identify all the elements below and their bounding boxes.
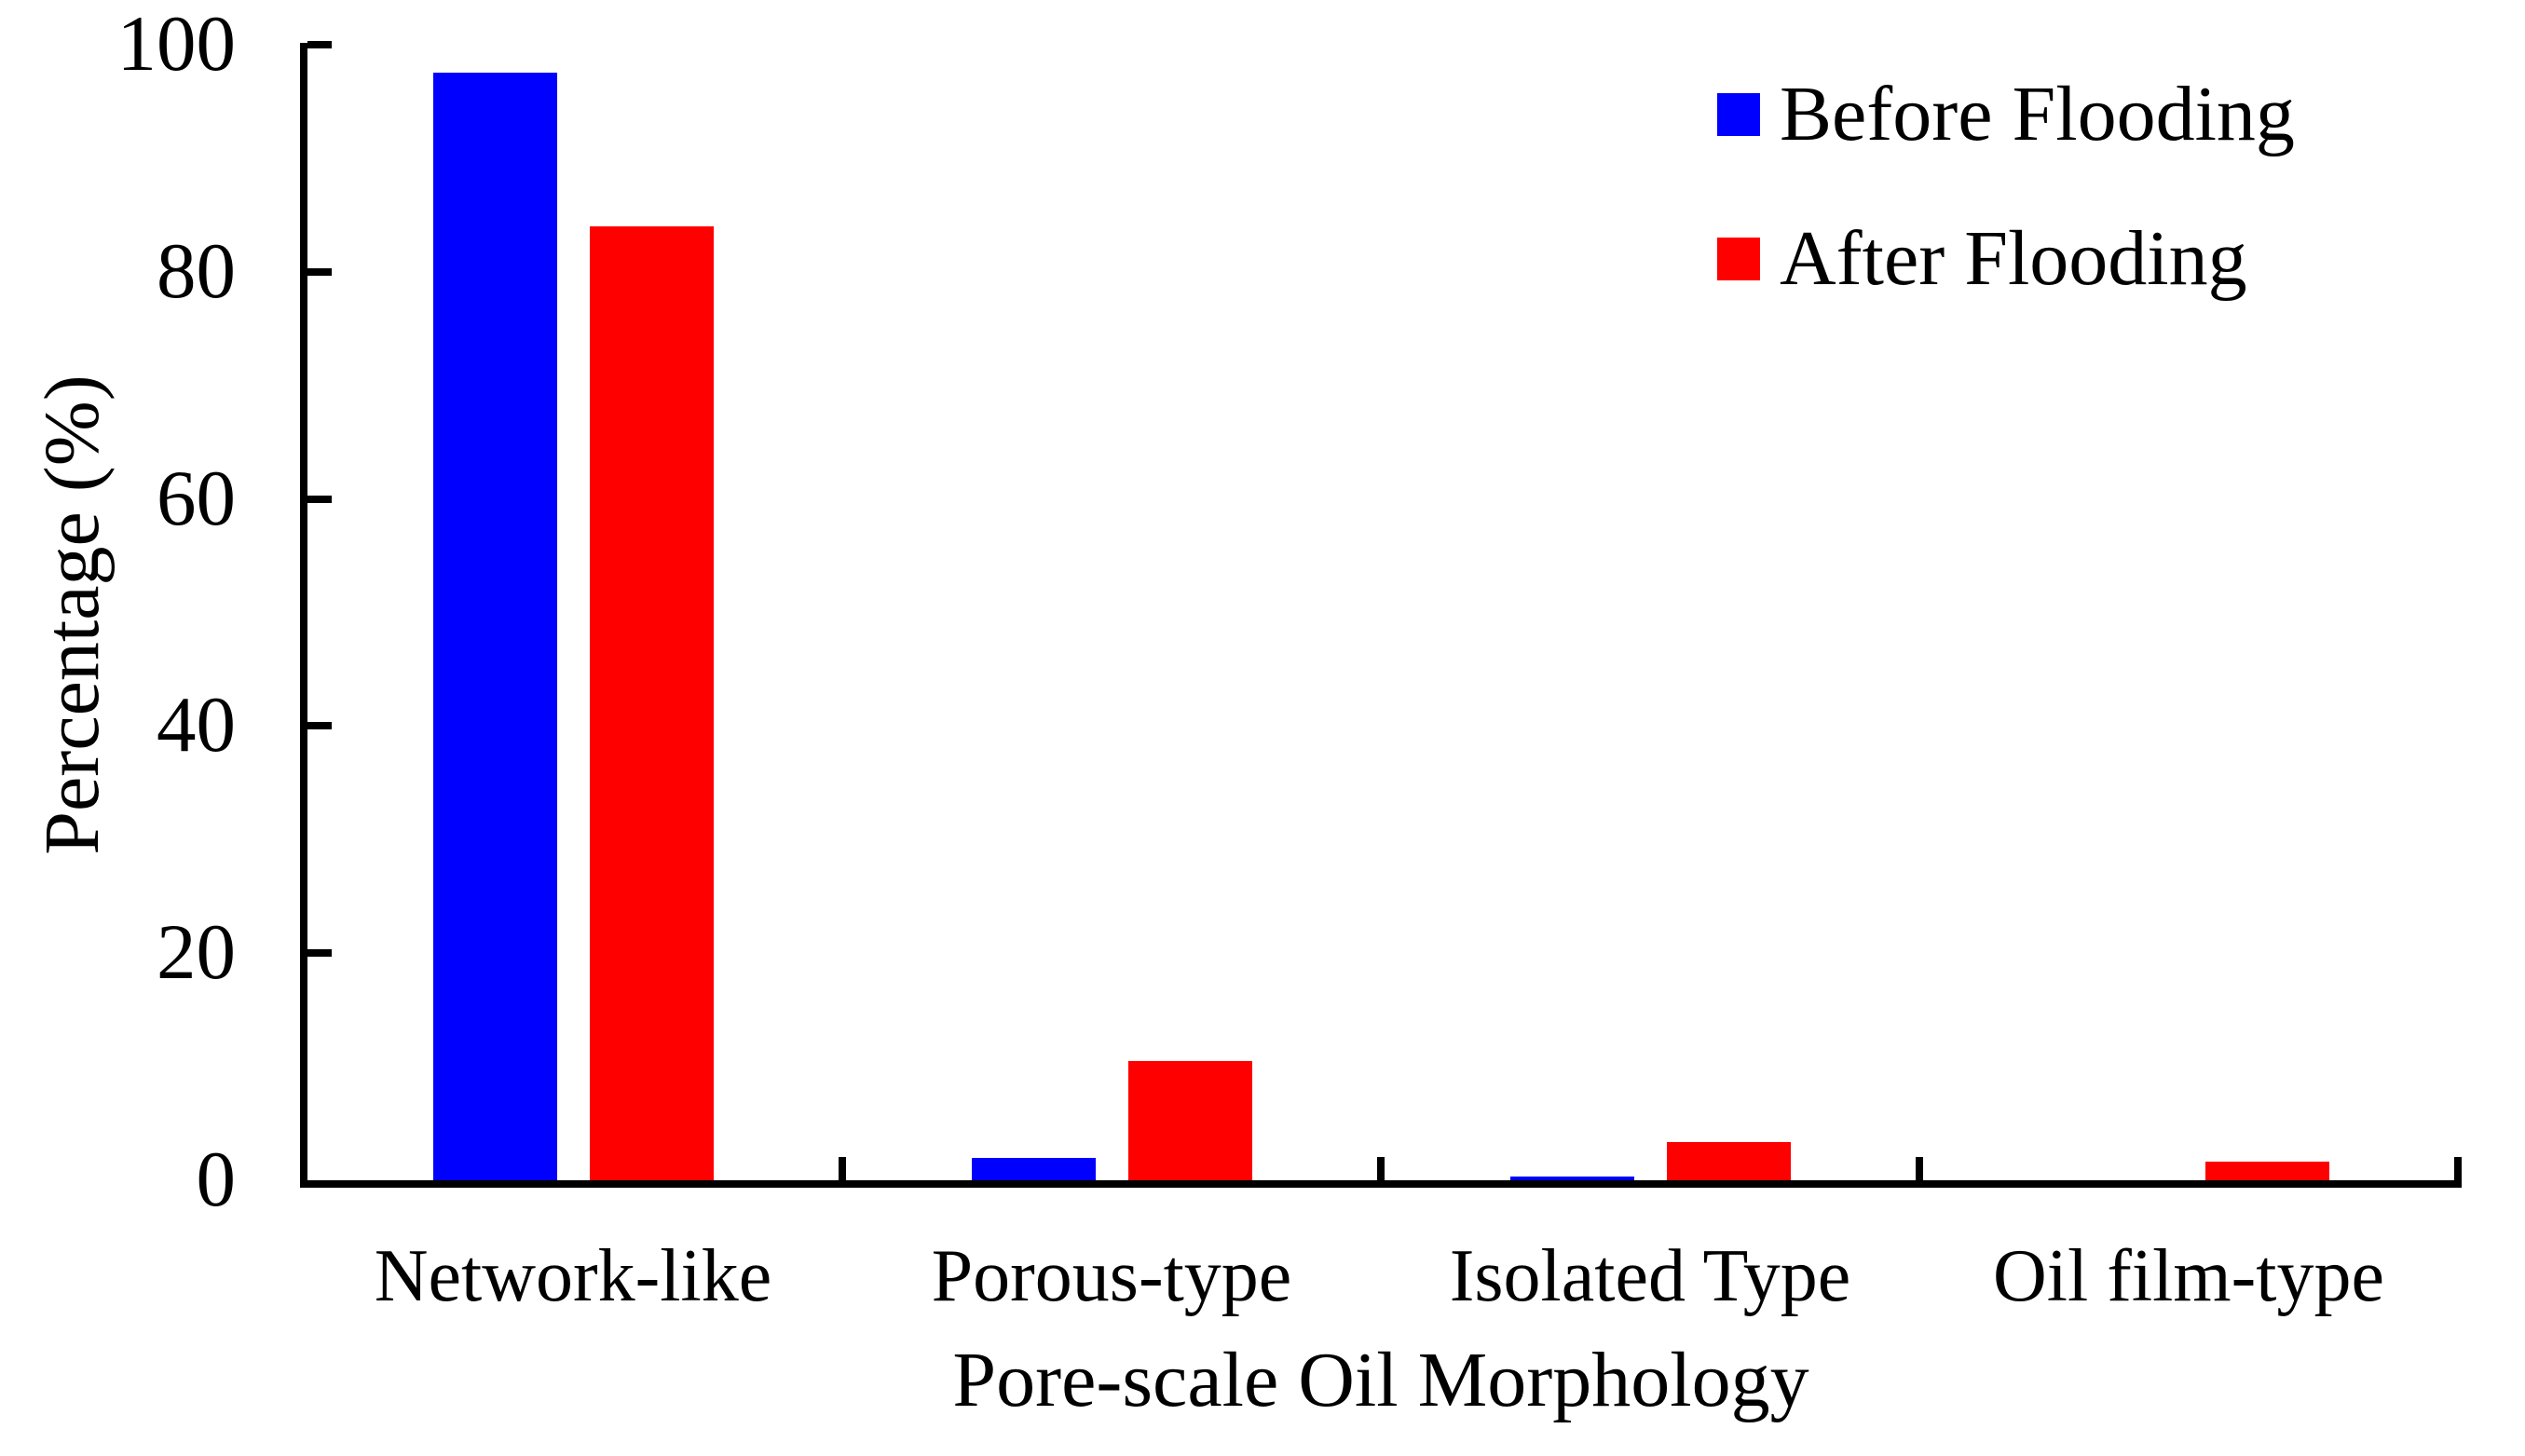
x-axis-line <box>300 1180 2462 1188</box>
bar-before-flooding-porous-type <box>971 1157 1096 1180</box>
bar-after-flooding-oil-film-type <box>2204 1162 2329 1180</box>
y-tick-mark <box>307 495 332 503</box>
y-tick-label: 80 <box>157 226 236 315</box>
x-category-label: Oil film-type <box>1993 1235 2384 1317</box>
legend-label: After Flooding <box>1780 215 2247 302</box>
y-tick-mark <box>307 949 332 958</box>
y-tick-label: 20 <box>157 908 236 997</box>
y-tick-mark <box>307 41 332 48</box>
x-category-label: Porous-type <box>931 1235 1292 1317</box>
y-tick-label: 0 <box>196 1136 237 1223</box>
legend-swatch-before-flooding <box>1717 93 1760 136</box>
x-tick-mark <box>1377 1157 1385 1180</box>
y-tick-label: 40 <box>157 681 236 769</box>
x-axis-title: Pore-scale Oil Morphology <box>952 1337 1809 1423</box>
bar-before-flooding-network-like <box>432 73 557 1180</box>
x-tick-mark <box>1916 1157 1923 1180</box>
x-tick-mark <box>839 1157 846 1180</box>
y-tick-mark <box>307 722 332 730</box>
y-axis-line <box>300 43 307 1188</box>
x-category-label: Isolated Type <box>1449 1235 1851 1317</box>
legend-entry: Before Flooding <box>1717 71 2295 157</box>
legend-label: Before Flooding <box>1780 71 2295 157</box>
bar-before-flooding-isolated-type <box>1509 1177 1634 1180</box>
x-category-label: Network-like <box>374 1235 772 1317</box>
y-tick-mark <box>307 267 332 276</box>
y-tick-label: 100 <box>116 0 237 88</box>
y-axis-title: Percentage (%) <box>29 374 116 855</box>
bar-after-flooding-porous-type <box>1127 1061 1252 1180</box>
y-tick-label: 60 <box>157 454 236 542</box>
legend-entry: After Flooding <box>1717 215 2247 302</box>
bar-after-flooding-isolated-type <box>1666 1141 1791 1180</box>
x-tick-mark <box>2454 1157 2462 1180</box>
bar-after-flooding-network-like <box>589 226 714 1180</box>
legend-swatch-after-flooding <box>1717 238 1760 280</box>
